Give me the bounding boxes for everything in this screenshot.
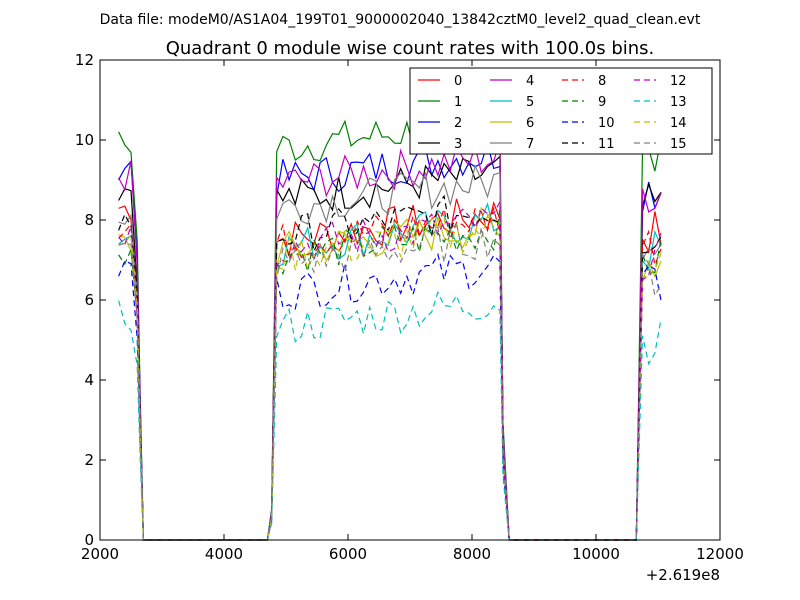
- series-line-3: [118, 155, 662, 541]
- legend-label-3: 3: [454, 137, 462, 152]
- x-tick-label: 8000: [453, 545, 491, 563]
- chart-title: Quadrant 0 module wise count rates with …: [166, 38, 655, 59]
- legend-label-9: 9: [598, 95, 606, 110]
- y-tick-label: 0: [84, 531, 94, 549]
- legend-label-13: 13: [670, 95, 687, 110]
- x-tick-label: 10000: [572, 545, 620, 563]
- legend-label-7: 7: [526, 137, 534, 152]
- legend-label-10: 10: [598, 116, 615, 131]
- legend-label-11: 11: [598, 137, 615, 152]
- legend-label-8: 8: [598, 74, 606, 89]
- legend-label-1: 1: [454, 95, 462, 110]
- series-line-4: [118, 141, 662, 541]
- x-offset-label: +2.619e8: [646, 566, 720, 584]
- legend-label-4: 4: [526, 74, 534, 89]
- legend-label-2: 2: [454, 116, 462, 131]
- series-line-7: [118, 164, 662, 541]
- series-line-8: [118, 206, 662, 541]
- y-tick-label: 8: [84, 211, 94, 229]
- plot-lines: [118, 109, 662, 541]
- legend-label-0: 0: [454, 74, 462, 89]
- series-line-13: [118, 290, 662, 541]
- y-tick-label: 12: [75, 51, 94, 69]
- legend-label-14: 14: [670, 116, 687, 131]
- x-tick-label: 2000: [81, 545, 119, 563]
- x-tick-label: 6000: [329, 545, 367, 563]
- legend-label-15: 15: [670, 137, 687, 152]
- series-line-11: [118, 194, 662, 541]
- x-tick-label: 12000: [696, 545, 744, 563]
- legend-label-6: 6: [526, 116, 534, 131]
- figure-suptitle: Data file: modeM0/AS1A04_199T01_90000020…: [100, 12, 701, 28]
- legend-label-12: 12: [670, 74, 687, 89]
- y-tick-label: 10: [75, 131, 94, 149]
- series-line-15: [118, 222, 662, 541]
- y-tick-label: 6: [84, 291, 94, 309]
- series-line-14: [118, 214, 662, 541]
- series-line-2: [118, 140, 662, 541]
- legend-box: [409, 67, 713, 155]
- y-tick-label: 4: [84, 371, 94, 389]
- legend-label-5: 5: [526, 95, 534, 110]
- series-line-10: [118, 252, 662, 541]
- y-tick-label: 2: [84, 451, 94, 469]
- x-tick-label: 4000: [205, 545, 243, 563]
